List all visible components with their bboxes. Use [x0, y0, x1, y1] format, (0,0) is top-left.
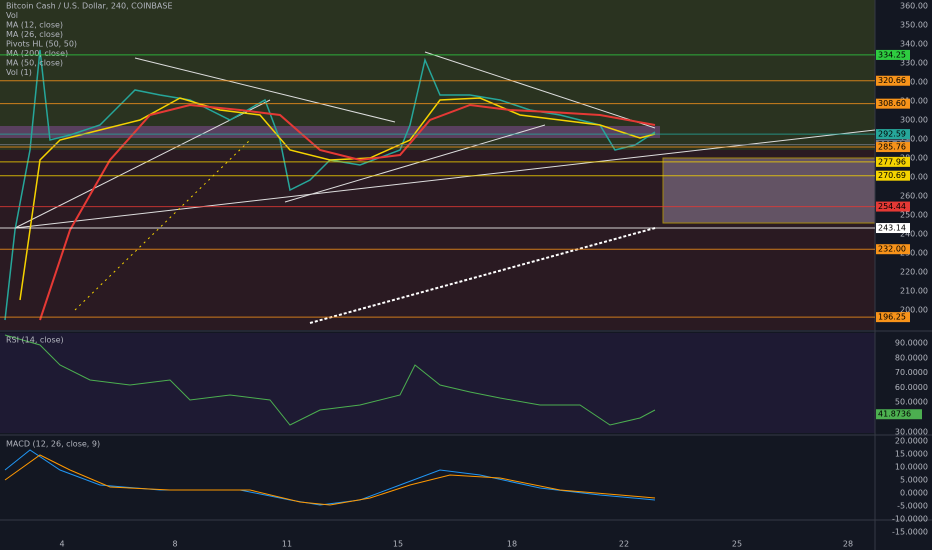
price-tag: [876, 75, 910, 86]
ma-line: [19, 97, 656, 301]
price-tag-label: 292.59: [878, 130, 906, 139]
price-label: 250.00: [900, 211, 928, 220]
legend-line: Pivots HL (50, 50): [6, 40, 77, 49]
price-tag-label: 243.14: [878, 224, 906, 233]
price-tag: [876, 170, 910, 181]
price-tag-label: 308.60: [878, 99, 906, 108]
price-tag: [876, 244, 910, 255]
rsi-label: 30.0000: [895, 427, 928, 436]
price-tag-label: 232.00: [878, 245, 906, 254]
price-label: 230.00: [900, 249, 928, 258]
rsi-label: 70.0000: [895, 368, 928, 377]
price-tag-label: 254.44: [878, 202, 906, 211]
price-label: 220.00: [900, 268, 928, 277]
trendline: [424, 51, 656, 129]
date-label: 18: [507, 540, 517, 549]
legend-line: MA (12, close): [6, 21, 63, 30]
price-label: 350.00: [900, 21, 928, 30]
macd-label: 15.0000: [895, 450, 928, 459]
legend-line: Vol: [6, 11, 18, 20]
price-label: 320.00: [900, 78, 928, 87]
price-label: 360.00: [900, 2, 928, 11]
rsi-tag-label: 41.8736: [878, 410, 911, 419]
legend-line: MA (50, close): [6, 59, 63, 68]
date-label: 11: [282, 540, 292, 549]
price-label: 260.00: [900, 192, 928, 201]
price-tag: [876, 201, 910, 212]
price-label: 310.00: [900, 97, 928, 106]
zone: [0, 126, 660, 138]
price-tag-label: 270.69: [878, 171, 906, 180]
price-label: 210.00: [900, 287, 928, 296]
legend-line: MA (26, close): [6, 30, 63, 39]
price-tag-label: 334.25: [878, 50, 906, 59]
ma-line: [39, 103, 656, 321]
rsi-title: RSI (14, close): [6, 336, 64, 345]
legend-line: Bitcoin Cash / U.S. Dollar, 240, COINBAS…: [6, 2, 173, 11]
rsi-label: 90.0000: [895, 339, 928, 348]
price-label: 340.00: [900, 40, 928, 49]
macd-label: 20.0000: [895, 437, 928, 446]
price-tag: [876, 142, 910, 153]
macd-title: MACD (12, 26, close, 9): [6, 440, 100, 449]
rsi-label: 80.0000: [895, 353, 928, 362]
price-tag-label: 320.66: [878, 76, 906, 85]
date-label: 25: [732, 540, 742, 549]
date-label: 15: [393, 540, 403, 549]
price-tag: [876, 129, 910, 140]
legend-line: Vol (1): [6, 68, 32, 77]
trendline: [284, 124, 546, 203]
signal-line: [4, 454, 656, 506]
zone: [0, 0, 875, 150]
price-tag: [876, 156, 910, 167]
rsi-label: 50.0000: [895, 398, 928, 407]
trendline: [14, 129, 876, 229]
legend-line: MA (200, close): [6, 49, 68, 58]
rsi-tag: [876, 409, 922, 420]
rsi-line: [4, 334, 656, 426]
date-label: 4: [59, 540, 64, 549]
price-label: 200.00: [900, 306, 928, 315]
price-label: 290.00: [900, 135, 928, 144]
macd-label: -10.0000: [892, 515, 928, 524]
date-label: 8: [172, 540, 177, 549]
macd-line: [4, 449, 656, 506]
price-tag-label: 196.25: [878, 313, 906, 322]
date-label: 22: [619, 540, 629, 549]
macd-label: 0.0000: [900, 489, 928, 498]
price-tag: [876, 312, 910, 323]
macd-label: -5.0000: [897, 502, 928, 511]
trendline: [134, 57, 396, 123]
price-label: 280.00: [900, 154, 928, 163]
trendline: [74, 139, 251, 311]
price-label: 330.00: [900, 59, 928, 68]
price-label: 270.00: [900, 173, 928, 182]
macd-label: 5.0000: [900, 476, 928, 485]
price-tag: [876, 223, 910, 234]
price-label: 300.00: [900, 116, 928, 125]
macd-label: 10.0000: [895, 463, 928, 472]
price-tag: [876, 98, 910, 109]
date-label: 28: [843, 540, 853, 549]
macd-label: -15.0000: [892, 528, 928, 537]
price-tag: [876, 49, 910, 60]
rsi-label: 60.0000: [895, 383, 928, 392]
price-label: 240.00: [900, 230, 928, 239]
price-tag-label: 277.96: [878, 157, 906, 166]
zone: [662, 157, 876, 224]
price-tag-label: 285.76: [878, 143, 906, 152]
